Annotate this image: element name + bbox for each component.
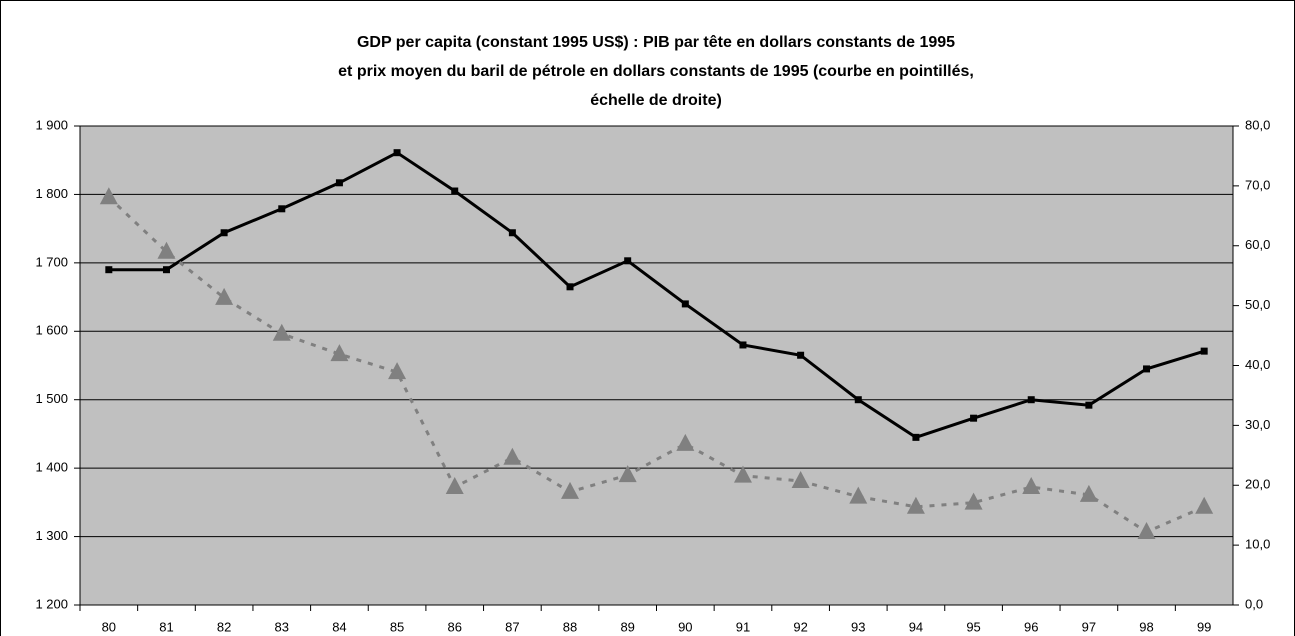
y-tick-label: 1 800 [35, 186, 68, 201]
marker [1195, 496, 1214, 514]
marker [1079, 484, 1098, 502]
x-tick-label: 92 [793, 619, 807, 634]
x-tick-label: 94 [909, 619, 923, 634]
y-tick-label: 1 700 [35, 254, 68, 269]
x-tick-label: 98 [1139, 619, 1153, 634]
marker [215, 287, 234, 305]
marker [1200, 347, 1208, 355]
marker [1137, 521, 1156, 539]
marker [906, 496, 925, 514]
x-tick-label: 87 [505, 619, 519, 634]
x-tick-label: 93 [851, 619, 865, 634]
marker [1085, 401, 1093, 409]
marker [445, 477, 464, 495]
y-tick-label: 1 500 [35, 391, 68, 406]
marker [278, 205, 286, 213]
marker [157, 241, 176, 259]
marker [99, 187, 118, 205]
marker [739, 341, 747, 349]
marker [561, 481, 580, 499]
marker [733, 465, 752, 483]
marker [393, 149, 401, 157]
marker [451, 187, 459, 195]
marker [330, 344, 349, 362]
marker [849, 486, 868, 504]
marker [1022, 477, 1041, 495]
y2-tick-label: 0,0 [1245, 596, 1263, 611]
x-tick-label: 80 [102, 619, 116, 634]
chart-title: et prix moyen du baril de pétrole en dol… [338, 63, 974, 80]
y2-tick-label: 20,0 [1245, 477, 1270, 492]
marker [964, 492, 983, 510]
x-tick-label: 90 [678, 619, 692, 634]
x-tick-label: 89 [620, 619, 634, 634]
marker [508, 229, 516, 237]
chart-title: échelle de droite) [590, 92, 722, 109]
x-tick-label: 82 [217, 619, 231, 634]
y2-tick-label: 70,0 [1245, 177, 1270, 192]
y-tick-label: 1 300 [35, 528, 68, 543]
marker [503, 447, 522, 465]
y2-tick-label: 40,0 [1245, 357, 1270, 372]
marker [272, 323, 291, 341]
x-tick-label: 96 [1024, 619, 1038, 634]
marker [105, 266, 113, 274]
y2-tick-label: 80,0 [1245, 117, 1270, 132]
marker [220, 229, 228, 237]
y-tick-label: 1 900 [35, 117, 68, 132]
x-tick-label: 85 [390, 619, 404, 634]
marker [566, 283, 574, 291]
y2-tick-label: 50,0 [1245, 297, 1270, 312]
x-tick-label: 99 [1197, 619, 1211, 634]
y2-tick-label: 10,0 [1245, 537, 1270, 552]
x-tick-label: 88 [563, 619, 577, 634]
marker [388, 362, 407, 380]
marker [335, 179, 343, 187]
series-line [108, 150, 1205, 440]
plot-area [79, 125, 1234, 606]
marker [912, 433, 920, 441]
marker [1027, 396, 1035, 404]
y2-tick-label: 30,0 [1245, 417, 1270, 432]
x-tick-label: 84 [332, 619, 346, 634]
series-line [107, 196, 1205, 534]
x-tick-label: 91 [736, 619, 750, 634]
marker [970, 414, 978, 422]
chart-title: GDP per capita (constant 1995 US$) : PIB… [357, 34, 955, 51]
marker [624, 257, 632, 265]
y-tick-label: 1 200 [35, 596, 68, 611]
marker [618, 465, 637, 483]
marker [791, 471, 810, 489]
marker [676, 433, 695, 451]
y-tick-label: 1 600 [35, 323, 68, 338]
marker [797, 351, 805, 359]
x-tick-label: 83 [275, 619, 289, 634]
marker [854, 396, 862, 404]
marker [681, 300, 689, 308]
y2-tick-label: 60,0 [1245, 237, 1270, 252]
x-tick-label: 95 [966, 619, 980, 634]
x-tick-label: 81 [159, 619, 173, 634]
x-tick-label: 86 [447, 619, 461, 634]
marker [162, 266, 170, 274]
y-tick-label: 1 400 [35, 460, 68, 475]
x-tick-label: 97 [1082, 619, 1096, 634]
marker [1143, 365, 1151, 373]
